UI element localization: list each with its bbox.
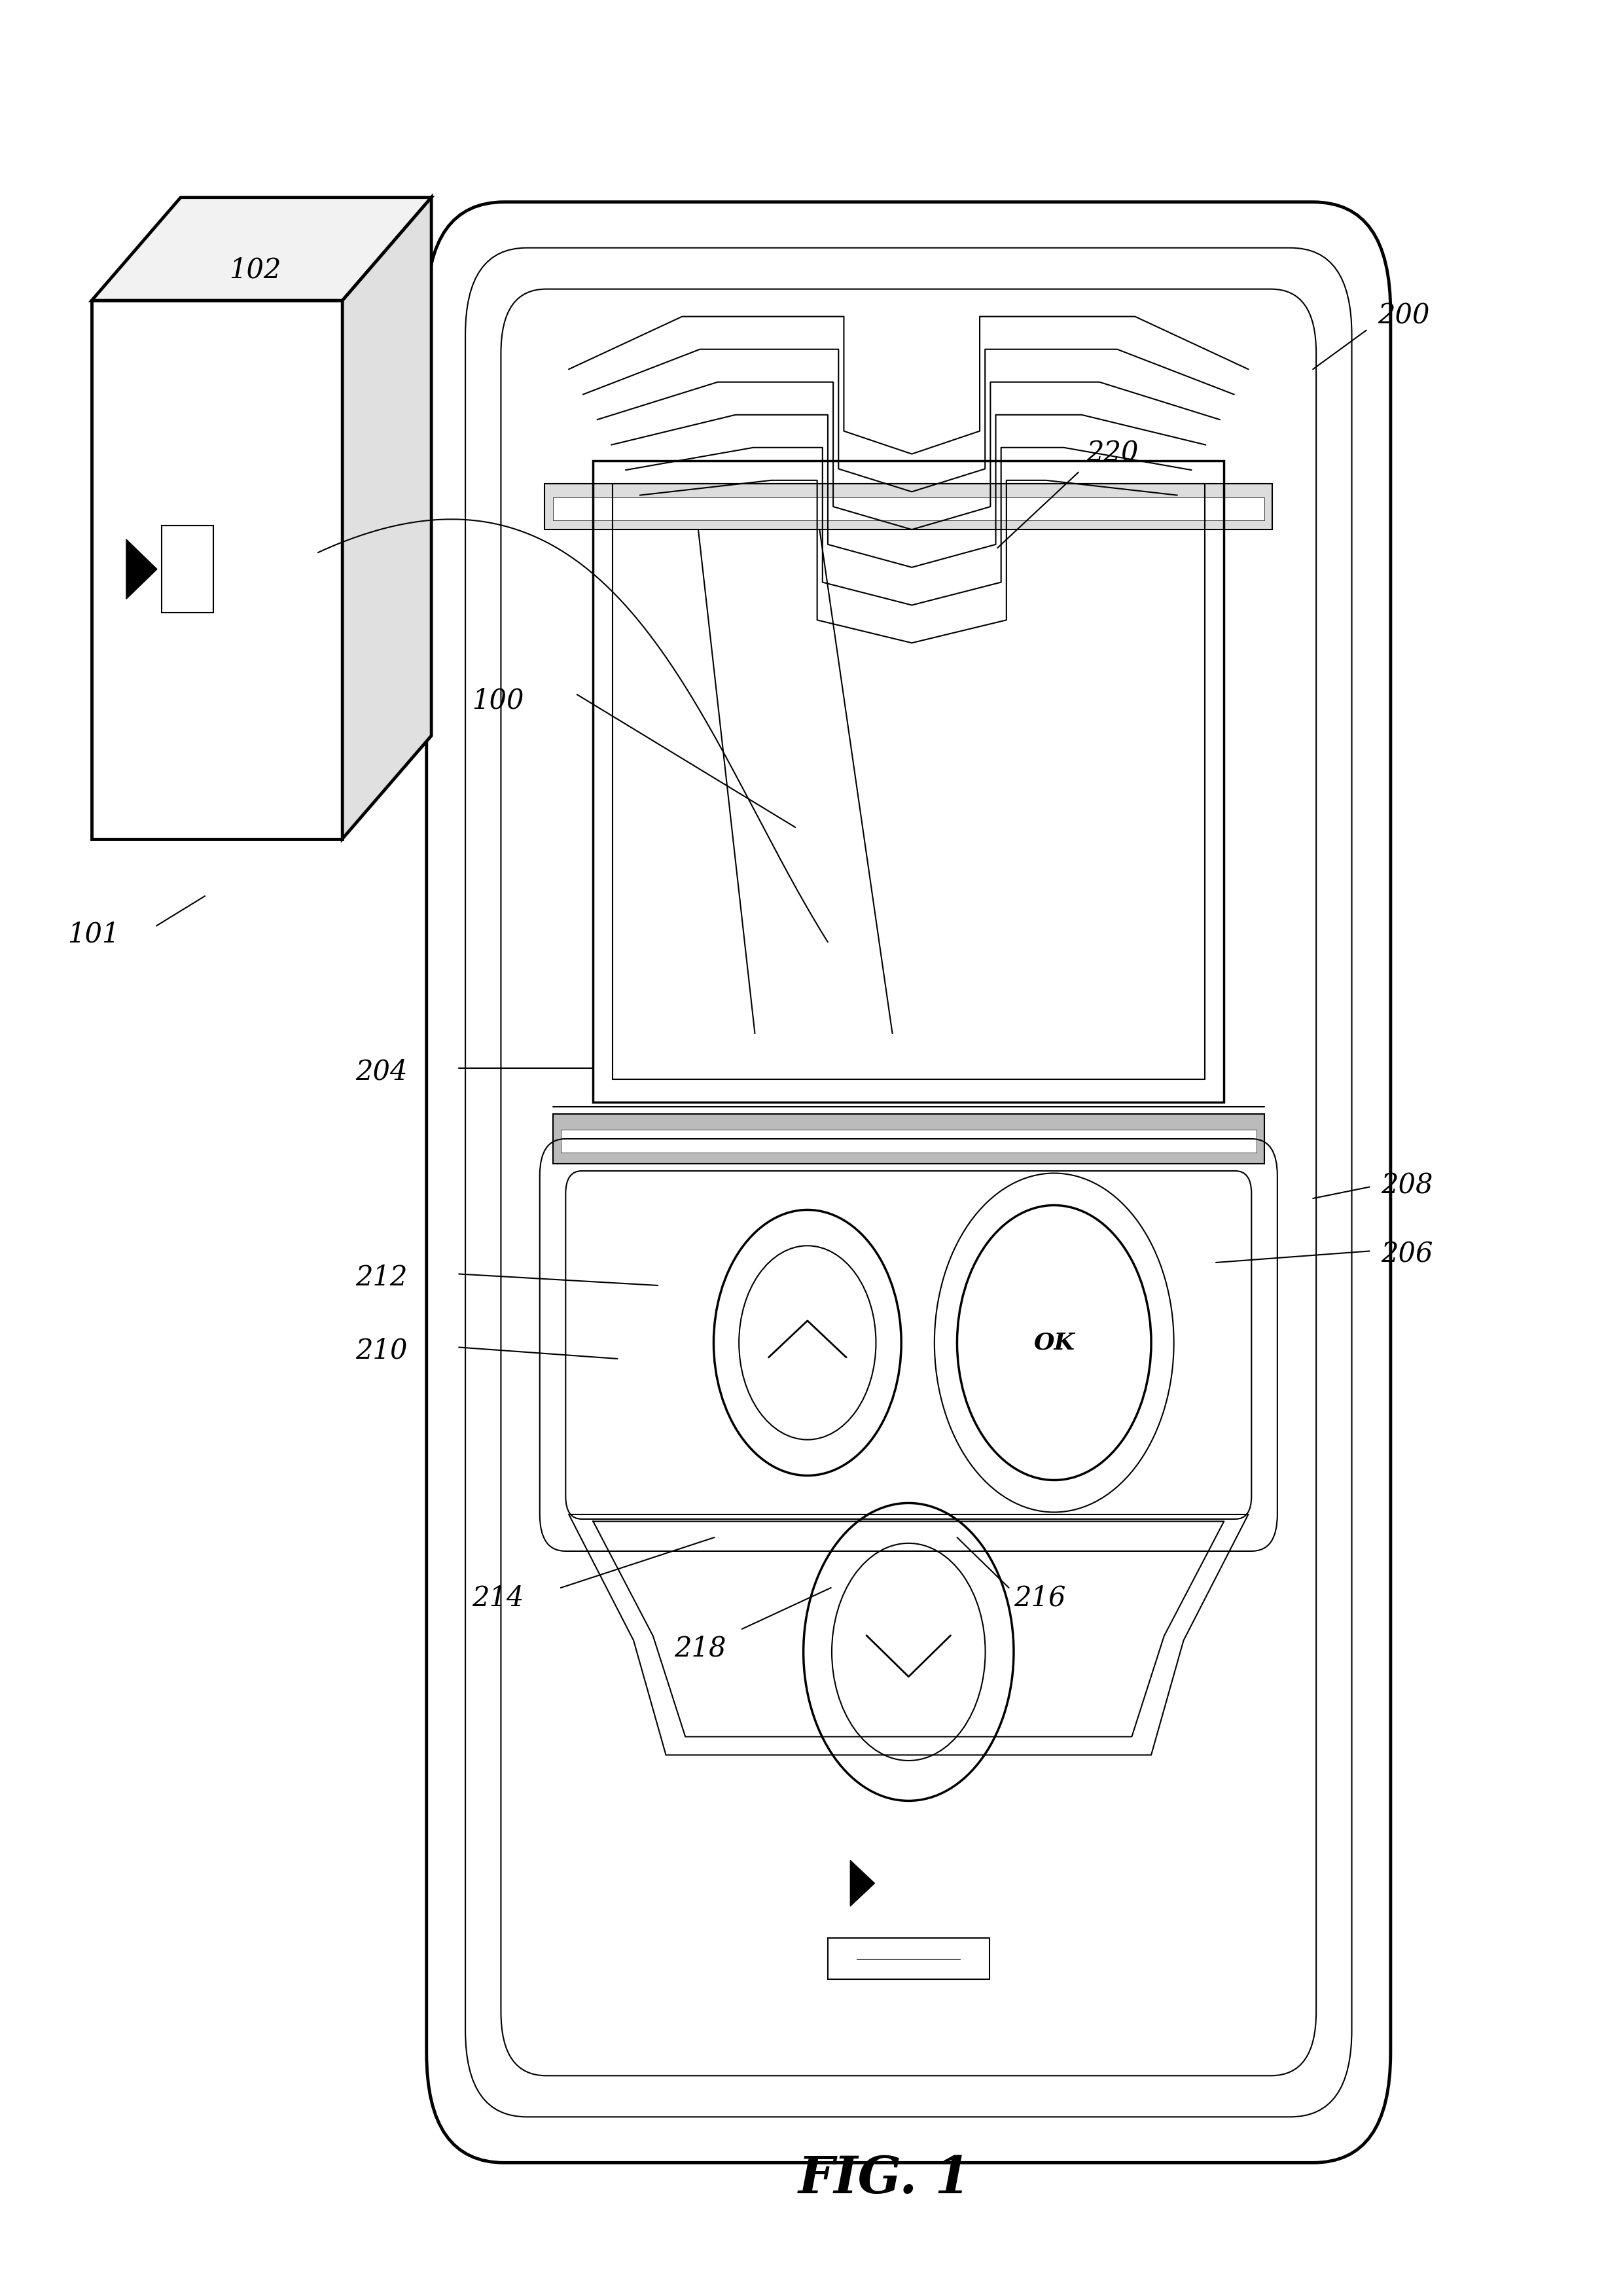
Bar bbox=[868, 905, 904, 992]
Text: OK: OK bbox=[1034, 1332, 1074, 1355]
Polygon shape bbox=[850, 1860, 875, 1906]
Circle shape bbox=[833, 1543, 985, 1761]
Bar bbox=[612, 484, 1204, 1079]
Bar bbox=[928, 2030, 958, 2080]
Bar bbox=[162, 526, 214, 613]
Bar bbox=[917, 905, 953, 992]
Bar bbox=[850, 1754, 974, 2103]
Circle shape bbox=[958, 1205, 1151, 1481]
Polygon shape bbox=[127, 540, 157, 599]
Text: 216: 216 bbox=[1014, 1584, 1066, 1612]
Text: 101: 101 bbox=[68, 921, 120, 948]
Bar bbox=[850, 1010, 974, 1754]
Bar bbox=[592, 461, 1224, 1102]
Bar bbox=[859, 827, 966, 1010]
Text: 210: 210 bbox=[355, 1336, 407, 1364]
Text: 214: 214 bbox=[472, 1584, 524, 1612]
Bar bbox=[562, 1130, 1256, 1153]
Bar bbox=[922, 1993, 964, 2089]
Circle shape bbox=[738, 1247, 876, 1440]
Text: FIG. 1: FIG. 1 bbox=[799, 2154, 971, 2204]
Bar bbox=[867, 2030, 896, 2080]
Polygon shape bbox=[342, 197, 432, 838]
Bar bbox=[875, 934, 898, 980]
FancyBboxPatch shape bbox=[427, 202, 1391, 2163]
Bar bbox=[91, 301, 342, 838]
Bar bbox=[860, 1993, 902, 2089]
Text: 208: 208 bbox=[1381, 1173, 1433, 1201]
Bar bbox=[880, 1835, 945, 1931]
Bar bbox=[553, 498, 1264, 521]
Bar bbox=[923, 934, 946, 980]
Bar bbox=[553, 1114, 1264, 1164]
Text: 102: 102 bbox=[229, 255, 281, 282]
Bar bbox=[828, 1938, 990, 1979]
Circle shape bbox=[714, 1210, 901, 1476]
Text: 204: 204 bbox=[355, 1058, 407, 1086]
Bar bbox=[545, 484, 1272, 530]
Text: 206: 206 bbox=[1381, 1240, 1433, 1267]
Circle shape bbox=[803, 1504, 1014, 1800]
Text: 220: 220 bbox=[1086, 439, 1138, 466]
Text: 100: 100 bbox=[472, 687, 524, 714]
Bar bbox=[883, 785, 941, 827]
Text: 218: 218 bbox=[674, 1635, 725, 1662]
Text: 200: 200 bbox=[1378, 301, 1430, 328]
Text: 212: 212 bbox=[355, 1263, 407, 1290]
Polygon shape bbox=[91, 197, 432, 301]
